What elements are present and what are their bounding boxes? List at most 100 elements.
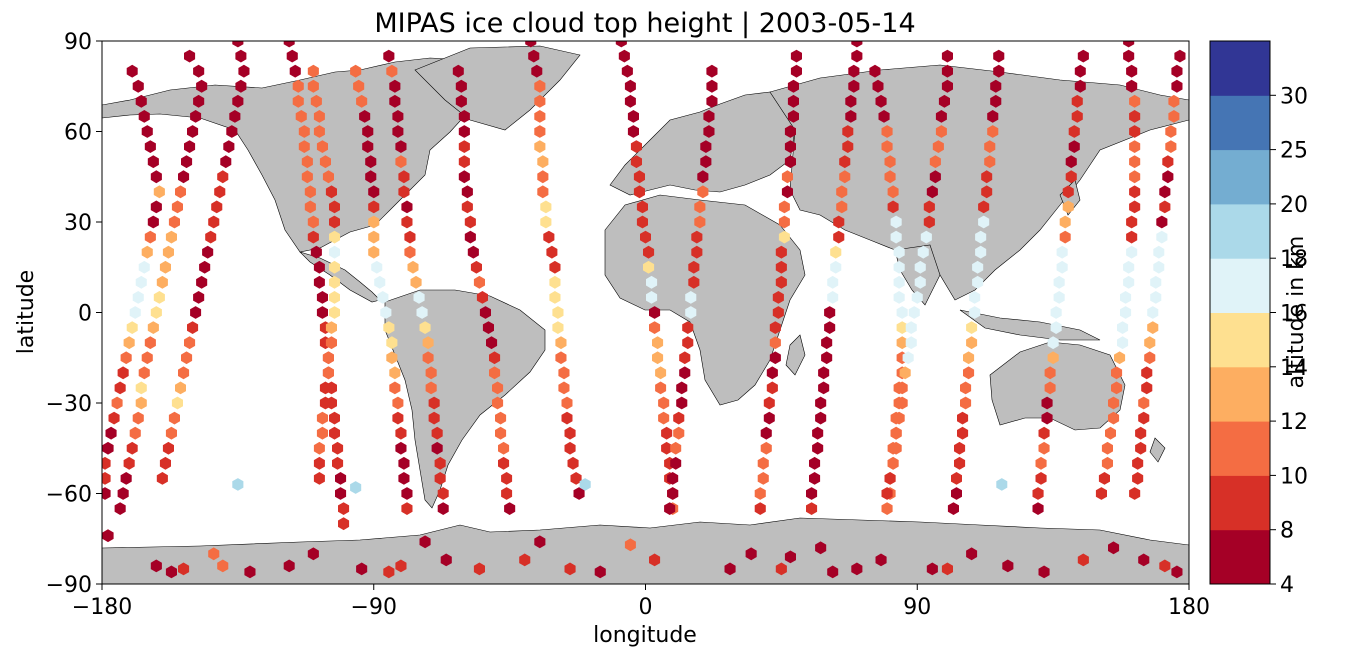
cloud-point [159, 456, 171, 470]
cloud-point [1050, 321, 1062, 334]
cloud-point [787, 94, 799, 108]
cloud-point [329, 275, 340, 289]
cloud-point [401, 215, 413, 229]
cloud-point [947, 502, 959, 515]
cloud-point [624, 94, 636, 108]
cloud-point [812, 426, 824, 440]
cloud-point [869, 64, 881, 78]
cloud-point [537, 155, 549, 169]
cloud-point [615, 41, 627, 48]
cloud-point [552, 306, 564, 319]
cloud-point [126, 441, 138, 455]
cloud-point [389, 366, 401, 380]
cloud-point [325, 185, 337, 199]
colorbar-segment [1210, 203, 1270, 259]
cloud-point [383, 49, 395, 63]
cloud-point [292, 79, 304, 93]
cloud-point [350, 481, 362, 494]
cloud-point [395, 559, 407, 573]
cloud-point [156, 472, 168, 485]
colorbar-tick-label: 8 [1280, 519, 1294, 544]
cloud-point [815, 541, 827, 555]
cloud-point [329, 411, 340, 425]
cloud-point [316, 411, 328, 425]
cloud-point [368, 245, 380, 259]
cloud-point [147, 155, 159, 169]
cloud-point [981, 170, 993, 184]
cloud-point [993, 64, 1005, 78]
cloud-point [1129, 110, 1141, 123]
cloud-point [655, 381, 667, 395]
cloud-point [1059, 230, 1071, 244]
cloud-point [144, 336, 156, 350]
cloud-point [1120, 291, 1132, 304]
cloud-point [969, 291, 981, 304]
cloud-point [1129, 155, 1141, 169]
cloud-point [217, 170, 229, 184]
cloud-point [1065, 155, 1077, 169]
cloud-point [676, 381, 688, 395]
cloud-point [555, 336, 567, 350]
cloud-point [132, 291, 144, 304]
cloud-point [899, 366, 911, 380]
cloud-point [815, 411, 827, 425]
cloud-point [875, 94, 887, 108]
cloud-point [501, 487, 513, 500]
cloud-point [1153, 245, 1165, 259]
cloud-point [380, 306, 392, 319]
cloud-point [329, 260, 340, 274]
cloud-point [1074, 64, 1086, 78]
cloud-point [890, 426, 902, 440]
cloud-point [564, 441, 576, 455]
cloud-point [495, 411, 507, 425]
cloud-point [917, 245, 929, 259]
colorbar-title: altitude in km [1284, 236, 1309, 389]
cloud-point [531, 64, 543, 78]
cloud-point [670, 441, 682, 455]
cloud-point [1165, 125, 1177, 138]
cloud-point [806, 502, 818, 515]
cloud-point [633, 185, 645, 199]
cloud-point [881, 487, 893, 500]
cloud-point [335, 487, 347, 500]
cloud-point [111, 396, 123, 410]
cloud-point [217, 559, 229, 573]
cloud-point [935, 110, 947, 123]
cloud-point [292, 94, 304, 108]
cloud-point [893, 260, 905, 274]
cloud-point [489, 366, 501, 380]
cloud-point [887, 185, 899, 199]
colorbar-segment [1210, 312, 1270, 368]
cloud-point [914, 260, 926, 274]
cloud-point [117, 487, 129, 500]
cloud-point [401, 487, 413, 500]
cloud-point [848, 79, 860, 93]
cloud-point [700, 140, 712, 153]
cloud-point [534, 79, 546, 93]
colorbar-ticks: 4 8 10 12 14 16 18 20 25 30 [1270, 84, 1308, 598]
cloud-point [543, 230, 555, 244]
x-tick-label: −90 [351, 595, 397, 620]
cloud-point [422, 351, 434, 365]
cloud-point [766, 366, 778, 380]
cloud-point [673, 426, 685, 440]
cloud-point [398, 456, 410, 470]
cloud-point [812, 441, 824, 455]
cloud-point [120, 472, 132, 485]
cloud-point [238, 64, 250, 78]
cloud-point [350, 64, 362, 78]
cloud-point [540, 215, 552, 229]
cloud-point [1123, 49, 1135, 63]
cloud-point [193, 64, 205, 78]
colorbar [1209, 40, 1271, 585]
cloud-point [313, 260, 325, 274]
cloud-point [534, 94, 546, 108]
y-tick-label: 60 [64, 121, 92, 146]
cloud-point [760, 441, 772, 455]
cloud-point [307, 79, 319, 93]
cloud-point [881, 502, 893, 515]
cloud-point [957, 426, 969, 440]
cloud-point [1135, 426, 1147, 440]
cloud-point [754, 502, 766, 515]
cloud-point [1071, 94, 1083, 108]
